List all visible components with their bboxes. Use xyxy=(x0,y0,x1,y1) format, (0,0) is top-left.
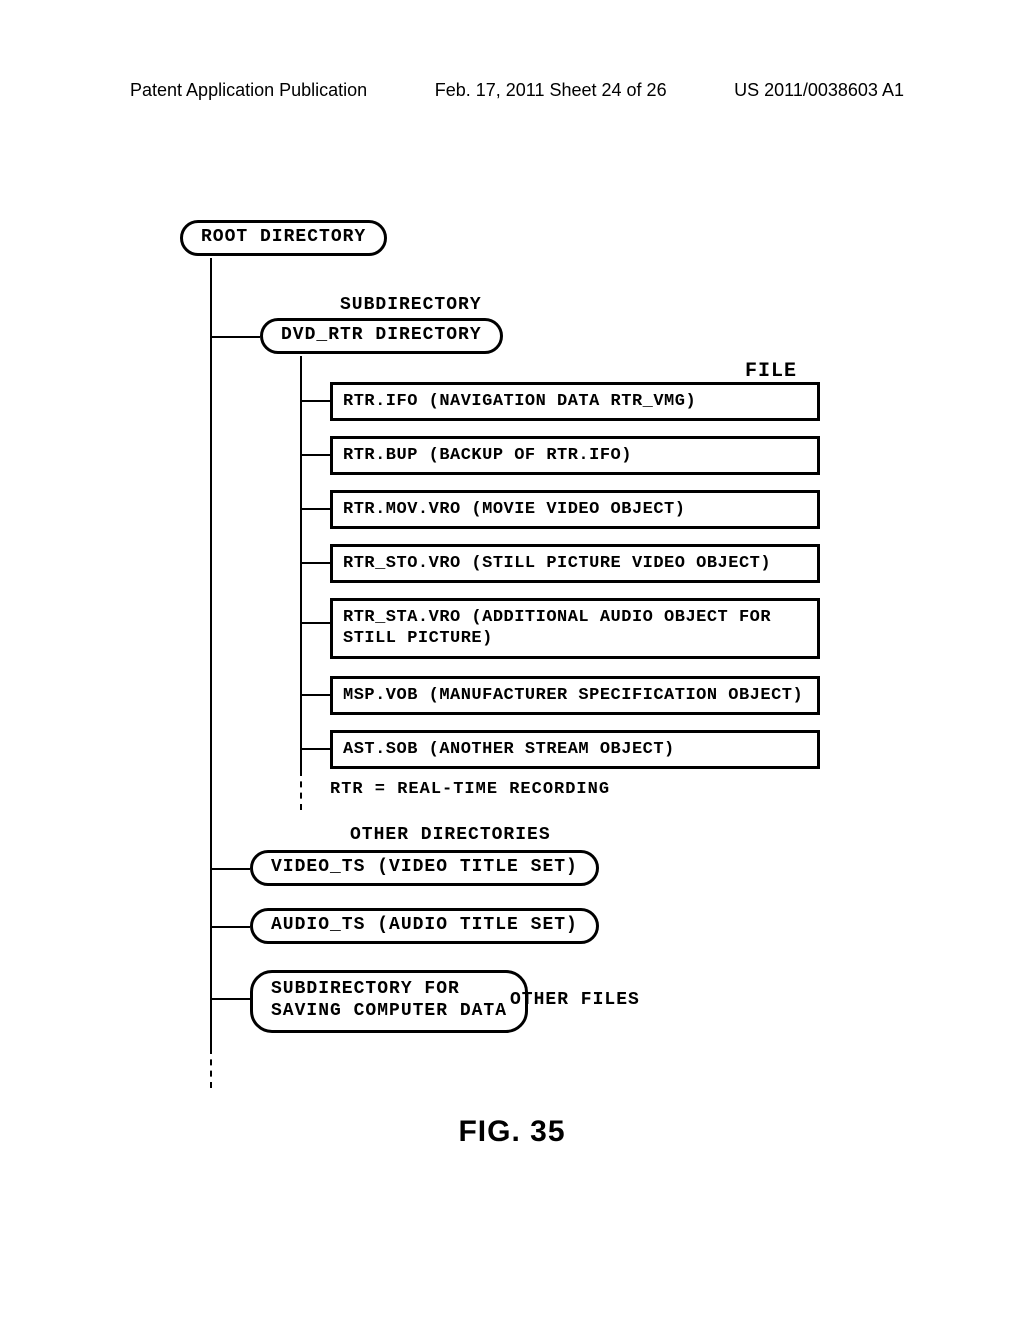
audio-ts-label: AUDIO_TS (AUDIO TITLE SET) xyxy=(271,915,578,935)
h-file-2 xyxy=(300,508,330,510)
file-box-0: RTR.IFO (NAVIGATION DATA RTR_VMG) xyxy=(330,382,820,421)
video-ts-label: VIDEO_TS (VIDEO TITLE SET) xyxy=(271,857,578,877)
h-file-1 xyxy=(300,454,330,456)
figure-caption: FIG. 35 xyxy=(0,1115,1024,1149)
file-box-5: MSP.VOB (MANUFACTURER SPECIFICATION OBJE… xyxy=(330,676,820,715)
subdir-cd-line1: SUBDIRECTORY FOR xyxy=(271,979,460,999)
header-left: Patent Application Publication xyxy=(130,80,367,101)
file-box-2: RTR.MOV.VRO (MOVIE VIDEO OBJECT) xyxy=(330,490,820,529)
subdirectory-label: SUBDIRECTORY xyxy=(340,295,482,315)
h-file-0 xyxy=(300,400,330,402)
file-box-1: RTR.BUP (BACKUP OF RTR.IFO) xyxy=(330,436,820,475)
file-text-6: AST.SOB (ANOTHER STREAM OBJECT) xyxy=(343,740,675,759)
h-audio-ts xyxy=(210,926,250,928)
file-text-1: RTR.BUP (BACKUP OF RTR.IFO) xyxy=(343,446,632,465)
page: Patent Application Publication Feb. 17, … xyxy=(0,0,1024,1320)
subdir-cd-line2: SAVING COMPUTER DATA xyxy=(271,1001,507,1021)
other-files-label: OTHER FILES xyxy=(510,990,640,1010)
h-file-3 xyxy=(300,562,330,564)
other-directories-label: OTHER DIRECTORIES xyxy=(350,825,551,845)
video-ts-node: VIDEO_TS (VIDEO TITLE SET) xyxy=(250,850,599,886)
h-subdir-cd xyxy=(210,998,250,1000)
file-text-3: RTR_STO.VRO (STILL PICTURE VIDEO OBJECT) xyxy=(343,554,771,573)
h-file-5 xyxy=(300,694,330,696)
file-box-3: RTR_STO.VRO (STILL PICTURE VIDEO OBJECT) xyxy=(330,544,820,583)
tree-trunk-dashed xyxy=(210,1048,212,1088)
rtr-note: RTR = REAL-TIME RECORDING xyxy=(330,780,610,799)
header-mid: Feb. 17, 2011 Sheet 24 of 26 xyxy=(435,80,667,101)
tree-trunk-line xyxy=(210,258,212,1048)
file-box-6: AST.SOB (ANOTHER STREAM OBJECT) xyxy=(330,730,820,769)
root-label: ROOT DIRECTORY xyxy=(201,227,366,247)
dvd-rtr-directory-node: DVD_RTR DIRECTORY xyxy=(260,318,503,354)
h-file-6 xyxy=(300,748,330,750)
dvd-rtr-label: DVD_RTR DIRECTORY xyxy=(281,325,482,345)
file-box-4: RTR_STA.VRO (ADDITIONAL AUDIO OBJECT FOR… xyxy=(330,598,820,659)
file-text-5: MSP.VOB (MANUFACTURER SPECIFICATION OBJE… xyxy=(343,686,803,705)
file-heading: FILE xyxy=(745,360,797,383)
file-text-4: RTR_STA.VRO (ADDITIONAL AUDIO OBJECT FOR… xyxy=(343,608,771,648)
audio-ts-node: AUDIO_TS (AUDIO TITLE SET) xyxy=(250,908,599,944)
h-file-4 xyxy=(300,622,330,624)
dvd-rtr-vline-dashed xyxy=(300,770,302,810)
root-directory-node: ROOT DIRECTORY xyxy=(180,220,387,256)
h-video-ts xyxy=(210,868,250,870)
file-text-0: RTR.IFO (NAVIGATION DATA RTR_VMG) xyxy=(343,392,696,411)
header-right: US 2011/0038603 A1 xyxy=(734,80,904,101)
subdir-computer-data-node: SUBDIRECTORY FOR SAVING COMPUTER DATA xyxy=(250,970,528,1033)
page-header: Patent Application Publication Feb. 17, … xyxy=(0,80,1024,101)
file-text-2: RTR.MOV.VRO (MOVIE VIDEO OBJECT) xyxy=(343,500,685,519)
h-to-dvd-rtr xyxy=(210,336,260,338)
